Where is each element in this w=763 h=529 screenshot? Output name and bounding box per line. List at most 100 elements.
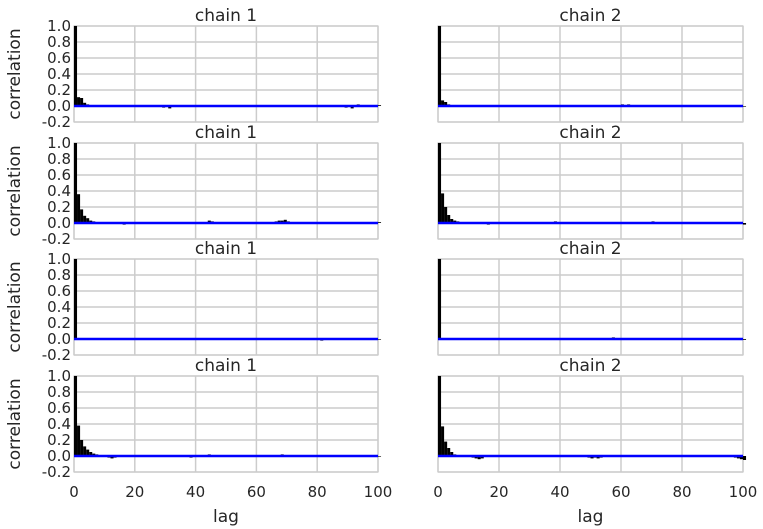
y-tick-label: 0.6: [47, 282, 71, 300]
acf-bar: [743, 106, 747, 107]
y-tick-label: 0.8: [47, 33, 71, 51]
y-tick-label: 0.2: [47, 198, 71, 216]
y-tick-label: 0.2: [47, 314, 71, 332]
x-tick-label: 0: [433, 483, 443, 501]
acf-panel-r2-c2: chain 2: [437, 123, 747, 240]
acf-bar: [743, 339, 747, 340]
acf-bar: [74, 26, 78, 106]
acf-panel-r1-c2: chain 2: [437, 6, 747, 123]
x-tick-label: 100: [729, 483, 758, 501]
panel-title: chain 1: [195, 239, 257, 259]
acf-bar: [80, 440, 84, 456]
acf-bar: [743, 223, 747, 225]
acf-bar: [83, 215, 87, 223]
acf-panel-r1-c1: chain 1 -0.20.00.20.40.60.81.0 correlation: [5, 6, 382, 131]
acf-bar: [77, 425, 81, 456]
y-tick-label: 0.4: [47, 182, 71, 200]
acf-bar: [378, 456, 382, 457]
x-tick-label: 100: [364, 483, 393, 501]
acf-bar: [743, 456, 747, 460]
acf-bar: [80, 98, 84, 106]
panel-title: chain 1: [195, 6, 257, 26]
x-tick-label: 60: [611, 483, 630, 501]
acf-bar: [444, 441, 448, 456]
acf-bar: [283, 219, 287, 223]
x-tick-label: 20: [125, 483, 144, 501]
y-tick-label: 0.6: [47, 166, 71, 184]
x-tick-label: 20: [489, 483, 508, 501]
panel-title: chain 2: [559, 6, 621, 26]
acf-bar: [441, 193, 445, 223]
y-tick-label: 1.0: [47, 250, 71, 268]
acf-bar: [438, 26, 442, 106]
acf-bar: [447, 215, 451, 223]
y-tick-label: 0.4: [47, 65, 71, 83]
y-tick-label: 1.0: [47, 134, 71, 152]
y-axis-label: correlation: [5, 145, 25, 236]
acf-bar: [86, 218, 90, 223]
y-axis-label: correlation: [5, 378, 25, 469]
acf-bar: [441, 426, 445, 456]
x-tick-label: 0: [69, 483, 79, 501]
acf-bar: [438, 143, 442, 223]
acf-bar: [378, 105, 382, 106]
acf-bar: [477, 456, 481, 460]
acf-bar: [77, 194, 81, 223]
acf-bar: [77, 97, 81, 106]
acf-bar: [444, 207, 448, 223]
x-axis-label: lag: [213, 507, 239, 527]
acf-panel-r4-c1: chain 1 -0.20.00.20.40.60.81.0 correlation…: [5, 356, 392, 527]
y-tick-label: 0.6: [47, 49, 71, 67]
acf-bar: [441, 100, 445, 106]
y-tick-label: 0.2: [47, 81, 71, 99]
acf-panel-r3-c2: chain 2: [437, 239, 747, 356]
acf-bar: [444, 102, 448, 106]
x-tick-label: 40: [550, 483, 569, 501]
acf-panel-r3-c1: chain 1 -0.20.00.20.40.60.81.0 correlation: [5, 239, 382, 364]
acf-bar: [83, 102, 87, 106]
panel-title: chain 2: [559, 123, 621, 143]
y-tick-label: 0.8: [47, 266, 71, 284]
x-axis-label: lag: [578, 507, 604, 527]
y-tick-label: 0.8: [47, 150, 71, 168]
y-tick-label: 0.2: [47, 431, 71, 449]
y-tick-label: 0.6: [47, 399, 71, 417]
y-tick-label: 1.0: [47, 17, 71, 35]
acf-bar: [86, 449, 90, 456]
y-tick-label: -0.2: [42, 113, 71, 131]
acf-bar: [83, 446, 87, 456]
acf-bar: [447, 448, 451, 456]
y-tick-label: -0.2: [42, 346, 71, 364]
panel-title: chain 1: [195, 123, 257, 143]
y-tick-label: 0.8: [47, 383, 71, 401]
x-tick-label: 80: [308, 483, 327, 501]
acf-bar: [450, 452, 454, 456]
acf-bar: [80, 209, 84, 223]
acf-panel-r2-c1: chain 1 -0.20.00.20.40.60.81.0 correlation: [5, 123, 382, 248]
x-tick-label: 60: [247, 483, 266, 501]
acf-bar: [378, 222, 382, 223]
acf-bar: [74, 259, 78, 339]
acf-bar: [438, 259, 442, 339]
y-tick-label: 0.4: [47, 298, 71, 316]
y-axis-label: correlation: [5, 28, 25, 119]
acf-panel-r4-c2: chain 2 0 20 40 60 80 100 lag: [433, 356, 757, 527]
panel-title: chain 2: [559, 239, 621, 259]
acf-bar: [739, 456, 743, 460]
acf-bar: [89, 452, 93, 456]
y-tick-label: -0.2: [42, 230, 71, 248]
acf-bar: [378, 339, 382, 340]
y-tick-label: 0.0: [47, 330, 71, 348]
acf-bar: [74, 143, 78, 223]
panel-title: chain 1: [195, 356, 257, 376]
acf-bar: [438, 376, 442, 456]
y-tick-label: 0.0: [47, 97, 71, 115]
x-tick-label: 80: [672, 483, 691, 501]
y-axis-label: correlation: [5, 261, 25, 352]
x-tick-label: 40: [186, 483, 205, 501]
y-tick-label: -0.2: [42, 463, 71, 481]
y-tick-label: 0.0: [47, 447, 71, 465]
panel-title: chain 2: [559, 356, 621, 376]
acf-bar: [74, 376, 78, 456]
